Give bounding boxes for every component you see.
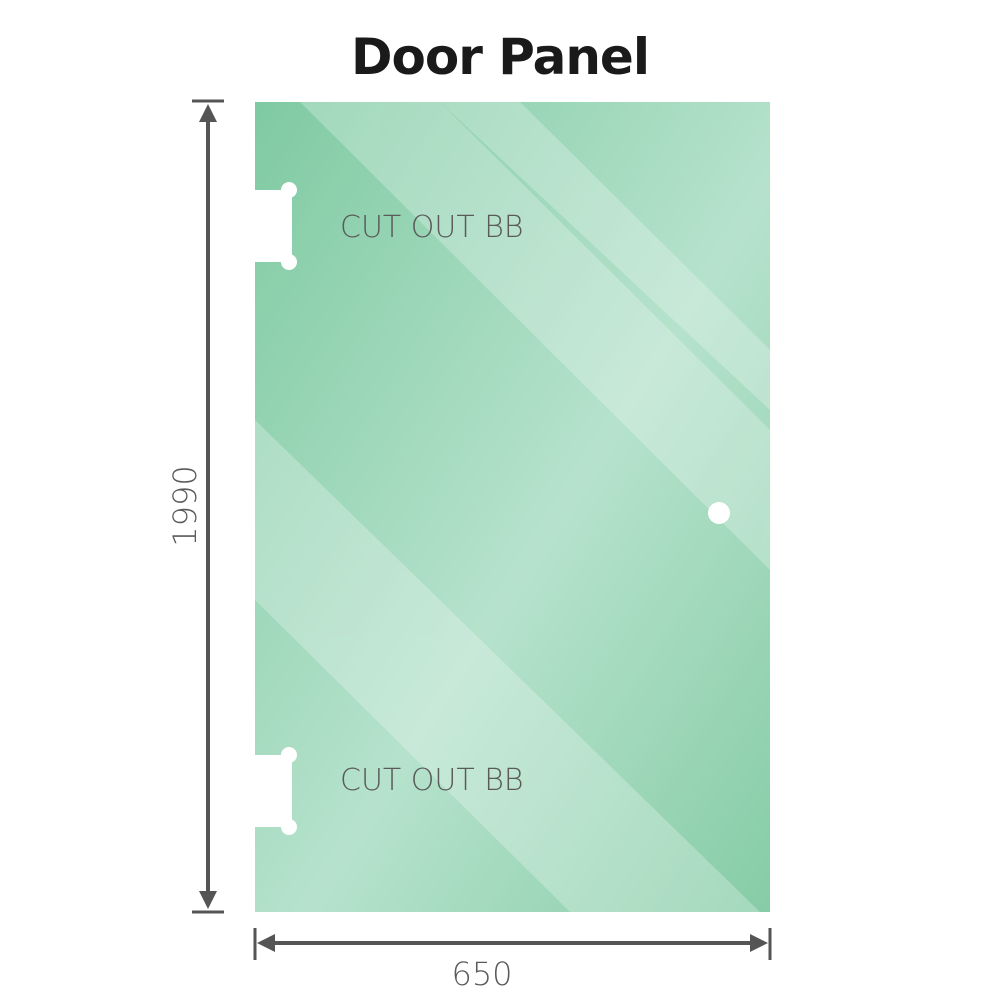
height-dimension-line [192, 99, 224, 914]
cutout-bottom [250, 747, 297, 835]
cutout-top [250, 182, 297, 270]
width-dimension-line [253, 928, 772, 960]
height-label: 1990 [166, 465, 204, 546]
handle-hole [708, 502, 730, 524]
glass-panel [255, 102, 770, 912]
cutout-label-top: CUT OUT BB [340, 210, 524, 245]
diagram-title: Door Panel [351, 28, 650, 86]
width-label: 650 [451, 955, 512, 993]
cutout-label-bottom: CUT OUT BB [340, 763, 524, 798]
